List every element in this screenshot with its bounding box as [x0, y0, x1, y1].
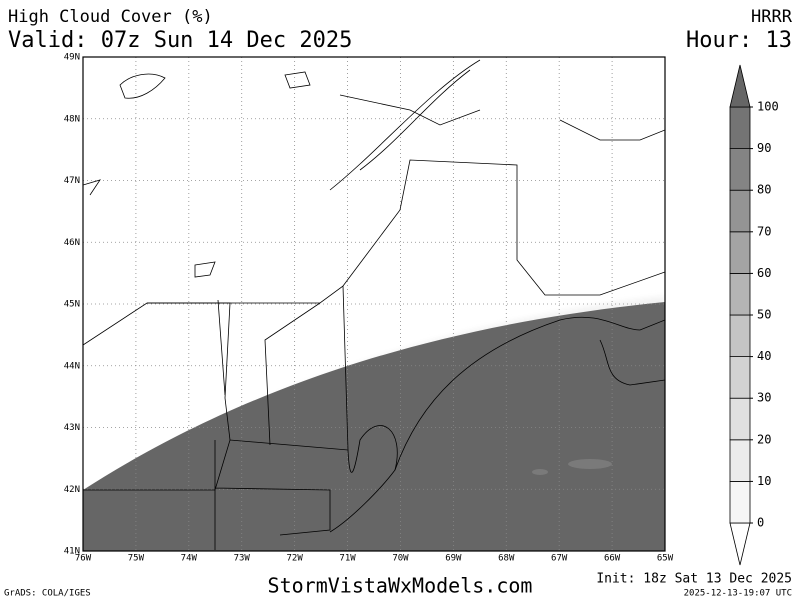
lat-label: 44N [64, 361, 80, 371]
site-name: StormVistaWxModels.com [268, 574, 533, 598]
map-frame [82, 56, 666, 552]
colorbar-label: 70 [757, 224, 771, 238]
lon-label: 71W [339, 554, 356, 564]
lon-label: 67W [551, 554, 568, 564]
lat-label: 47N [64, 176, 80, 186]
colorbar-box [729, 397, 751, 441]
lon-label: 74W [181, 554, 198, 564]
colorbar-box [729, 148, 751, 191]
forecast-hour: Hour: 13 [686, 28, 792, 53]
colorbar-box [729, 106, 751, 149]
colorbar: 0 10 20 30 40 50 60 70 80 90 100 [729, 64, 779, 566]
colorbar-label: 0 [757, 516, 764, 530]
colorbar-label: 30 [757, 391, 771, 405]
colorbar-high-triangle [729, 64, 751, 108]
timestamp: 2025-12-13-19:07 UTC [684, 589, 792, 599]
lat-label: 41N [64, 547, 80, 557]
colorbar-label: 40 [757, 349, 771, 363]
graticule [83, 57, 665, 551]
lon-label: 75W [128, 554, 145, 564]
model-name: HRRR [751, 7, 793, 27]
map-field [83, 57, 665, 551]
coastlines [83, 59, 665, 550]
lat-label: 43N [64, 423, 80, 433]
colorbar-label: 10 [757, 474, 771, 488]
lat-label: 48N [64, 114, 80, 124]
lon-label: 76W [75, 554, 92, 564]
colorbar-low-triangle [729, 522, 751, 566]
lon-label: 72W [287, 554, 304, 564]
lat-label: 49N [64, 53, 80, 63]
lon-label: 69W [445, 554, 462, 564]
colorbar-box [729, 314, 751, 357]
lon-label: 73W [234, 554, 251, 564]
lat-label: 42N [64, 485, 80, 495]
colorbar-box [729, 356, 751, 399]
colorbar-box [729, 231, 751, 274]
init-time: Init: 18z Sat 13 Dec 2025 [596, 572, 792, 587]
lon-label: 65W [657, 554, 674, 564]
colorbar-label: 80 [757, 183, 771, 197]
lon-label: 68W [498, 554, 515, 564]
cloud-patch [568, 459, 612, 469]
colorbar-label: 90 [757, 141, 771, 155]
colorbar-label: 20 [757, 432, 771, 446]
cloud-patch [532, 469, 548, 475]
colorbar-label: 60 [757, 266, 771, 280]
lon-label: 70W [392, 554, 409, 564]
colorbar-box [729, 439, 751, 482]
colorbar-label: 50 [757, 308, 771, 322]
valid-time: Valid: 07z Sun 14 Dec 2025 [8, 28, 352, 53]
map-title: High Cloud Cover (%) [8, 7, 213, 27]
colorbar-label: 100 [757, 100, 779, 114]
lat-label: 46N [64, 238, 80, 248]
colorbar-box [729, 480, 751, 524]
lat-label: 45N [64, 300, 80, 310]
lon-label: 66W [604, 554, 621, 564]
credit: GrADS: COLA/IGES [4, 589, 91, 599]
colorbar-box [729, 272, 751, 316]
colorbar-box [729, 189, 751, 233]
